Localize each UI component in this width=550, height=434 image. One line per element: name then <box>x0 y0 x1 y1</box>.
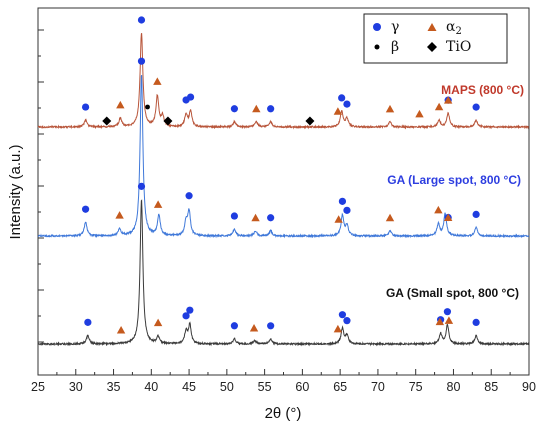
gamma-marker <box>267 105 275 113</box>
alpha2-marker <box>153 200 163 208</box>
x-tick-label: 60 <box>295 380 309 394</box>
tio-marker <box>305 116 315 126</box>
y-axis <box>38 29 44 343</box>
legend-label: β <box>391 39 399 55</box>
alpha2-marker <box>415 109 424 118</box>
trace-label-3: GA (Small spot, 800 °C) <box>386 286 519 300</box>
traces <box>37 33 530 347</box>
x-tick-label: 40 <box>144 380 158 394</box>
x-tick-label: 80 <box>447 380 461 394</box>
alpha2-marker <box>443 96 453 104</box>
alpha2-marker <box>434 102 444 111</box>
gamma-marker <box>267 322 275 330</box>
legend-tio-icon <box>427 42 437 52</box>
gamma-marker <box>343 317 351 325</box>
alpha2-marker <box>333 324 343 333</box>
alpha2-marker <box>435 317 445 326</box>
alpha2-marker <box>115 211 124 219</box>
gamma-marker <box>186 306 194 314</box>
legend-gamma-icon <box>373 23 381 31</box>
trace-label-1: MAPS (800 °C) <box>441 83 524 97</box>
trace-label-2: GA (Large spot, 800 °C) <box>387 173 521 187</box>
x-tick-label: 70 <box>371 380 385 394</box>
x-tick-label: 55 <box>258 380 272 394</box>
trace-2 <box>37 75 530 239</box>
legend: γ α2β TiO <box>363 13 508 64</box>
alpha2-marker <box>116 100 125 109</box>
legend-beta-icon <box>374 44 380 50</box>
beta-marker <box>145 104 150 110</box>
alpha2-marker <box>385 104 395 113</box>
x-tick-label: 45 <box>182 380 196 394</box>
gamma-marker <box>81 103 90 111</box>
gamma-marker <box>267 214 275 222</box>
phase-markers <box>81 16 480 334</box>
alpha2-marker <box>334 215 343 223</box>
x-tick-label: 35 <box>107 380 121 394</box>
gamma-marker <box>343 100 351 108</box>
gamma-marker <box>338 197 347 205</box>
gamma-marker <box>186 93 195 101</box>
gamma-marker <box>84 318 92 326</box>
gamma-marker <box>185 192 193 200</box>
gamma-marker <box>182 312 190 320</box>
x-tick-label: 50 <box>220 380 234 394</box>
alpha2-marker <box>444 316 454 324</box>
alpha2-marker <box>443 213 453 221</box>
alpha2-marker <box>434 205 443 214</box>
gamma-marker <box>338 311 347 319</box>
legend-label: γ <box>391 19 399 35</box>
x-axis: 25 30 35 40 45 50 55 60 65 70 75 80 85 90 <box>31 369 536 394</box>
gamma-marker <box>81 205 90 213</box>
gamma-marker <box>137 16 146 24</box>
legend-alpha2-icon <box>427 23 437 31</box>
alpha2-marker <box>333 107 343 115</box>
trace-labels: MAPS (800 °C) GA (Large spot, 800 °C) GA (… <box>386 83 524 300</box>
gamma-marker <box>230 212 238 220</box>
gamma-marker <box>472 318 480 327</box>
alpha2-marker <box>385 213 395 222</box>
gamma-marker <box>230 105 238 113</box>
alpha2-marker <box>252 104 261 113</box>
x-axis-title: 2θ (°) <box>265 405 302 422</box>
tio-marker <box>163 116 173 126</box>
gamma-marker <box>137 57 146 65</box>
x-tick-label: 30 <box>69 380 83 394</box>
alpha2-marker <box>153 318 163 327</box>
gamma-marker <box>338 94 346 102</box>
x-tick-label: 25 <box>31 380 45 394</box>
alpha2-marker <box>116 325 126 334</box>
alpha2-marker <box>251 213 260 222</box>
legend-box <box>363 13 508 64</box>
x-tick-label: 65 <box>333 380 347 394</box>
gamma-marker <box>443 308 452 316</box>
gamma-marker <box>137 182 146 190</box>
x-tick-label: 85 <box>484 380 498 394</box>
x-tick-label: 90 <box>522 380 536 394</box>
alpha2-marker <box>153 77 162 85</box>
trace-3 <box>37 199 529 347</box>
gamma-marker <box>230 322 238 330</box>
legend-label: TiO <box>446 39 471 55</box>
gamma-marker <box>343 206 351 214</box>
gamma-marker <box>472 103 480 111</box>
gamma-marker <box>472 210 480 218</box>
x-tick-label: 75 <box>409 380 423 394</box>
tio-marker <box>102 116 112 126</box>
trace-1 <box>37 33 529 130</box>
y-axis-title: Intensity (a.u.) <box>7 144 24 239</box>
alpha2-marker <box>249 324 259 332</box>
